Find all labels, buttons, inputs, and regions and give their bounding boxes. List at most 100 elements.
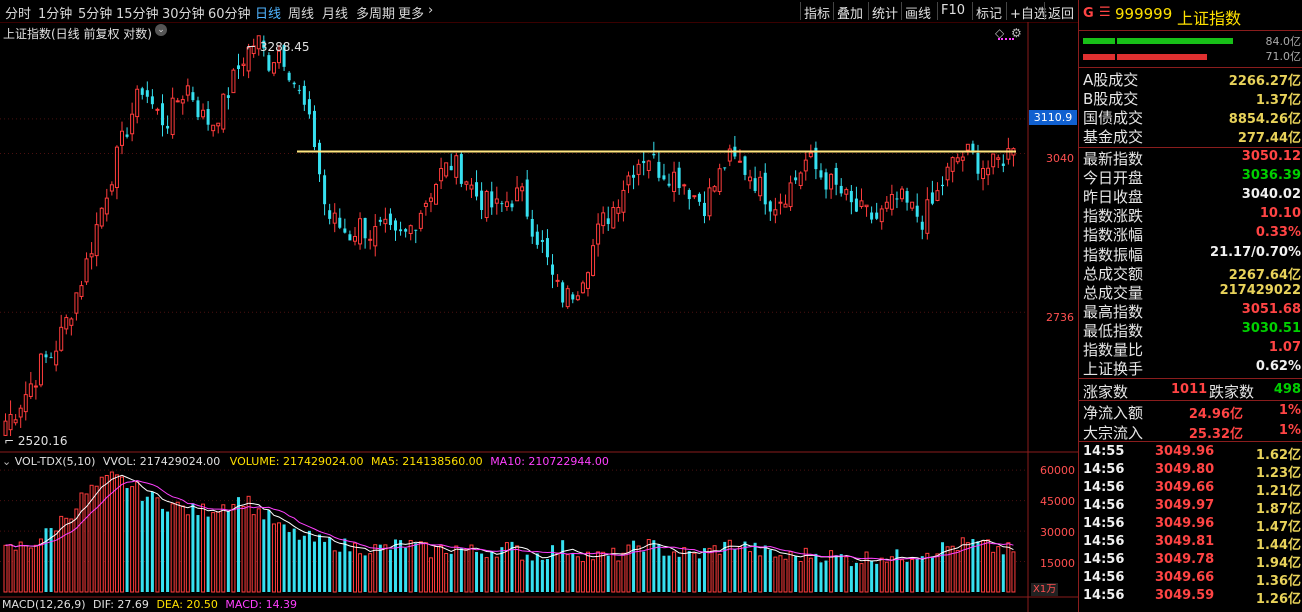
settings-icon[interactable]: ⚙ <box>1011 26 1022 40</box>
candle[interactable] <box>312 110 316 148</box>
candle[interactable] <box>935 190 940 201</box>
candle[interactable] <box>246 46 251 72</box>
candle[interactable] <box>155 108 160 111</box>
candle[interactable] <box>150 96 154 105</box>
candle[interactable] <box>621 189 626 213</box>
candle[interactable] <box>378 219 382 222</box>
candle[interactable] <box>408 225 413 235</box>
period-tab-8[interactable]: 月线 <box>322 7 349 22</box>
candle[interactable] <box>459 154 463 184</box>
candle[interactable] <box>348 234 352 241</box>
period-tab-1[interactable]: 1分钟 <box>38 7 73 22</box>
candle[interactable] <box>727 148 732 162</box>
candle[interactable] <box>206 109 210 125</box>
candle[interactable] <box>104 197 109 215</box>
candle[interactable] <box>363 217 367 239</box>
period-tab-0[interactable]: 分时 <box>5 7 32 22</box>
candle[interactable] <box>601 212 606 227</box>
candle[interactable] <box>859 200 864 207</box>
candle[interactable] <box>13 419 18 424</box>
candle[interactable] <box>49 357 53 359</box>
candle[interactable] <box>687 190 691 200</box>
candle[interactable] <box>135 88 140 118</box>
candle[interactable] <box>652 153 656 156</box>
candle[interactable] <box>723 167 727 169</box>
candle[interactable] <box>343 228 347 233</box>
candle[interactable] <box>611 207 616 229</box>
candle[interactable] <box>383 218 388 225</box>
more-chevron-icon[interactable]: › <box>428 3 434 18</box>
candle[interactable] <box>449 165 453 171</box>
candle[interactable] <box>302 85 306 105</box>
candle[interactable] <box>551 264 555 275</box>
vol-indicator-name[interactable]: VOL-TDX(5,10) <box>14 455 96 468</box>
candle[interactable] <box>788 182 793 208</box>
candle[interactable] <box>358 218 363 245</box>
candle[interactable] <box>530 218 534 237</box>
candle[interactable] <box>575 295 580 301</box>
candle[interactable] <box>494 198 499 204</box>
candle[interactable] <box>758 176 763 197</box>
candle[interactable] <box>64 317 69 330</box>
candle[interactable] <box>201 109 206 118</box>
candle[interactable] <box>292 82 296 85</box>
candle[interactable] <box>814 147 818 170</box>
period-tab-6[interactable]: 日线 <box>255 7 282 22</box>
candle[interactable] <box>231 69 236 94</box>
candle[interactable] <box>444 162 449 177</box>
candle[interactable] <box>925 199 930 234</box>
candle[interactable] <box>145 90 149 97</box>
candle[interactable] <box>323 175 327 205</box>
candle[interactable] <box>662 175 666 180</box>
candle[interactable] <box>418 212 423 229</box>
candle[interactable] <box>114 146 119 189</box>
candle[interactable] <box>591 245 596 276</box>
candle[interactable] <box>140 88 144 95</box>
candle[interactable] <box>469 184 474 190</box>
candle[interactable] <box>8 413 13 431</box>
candle[interactable] <box>884 201 889 209</box>
candle[interactable] <box>839 185 843 194</box>
candle[interactable] <box>196 100 200 118</box>
candle[interactable] <box>94 224 99 257</box>
tool-button-2[interactable]: 统计 <box>872 7 899 22</box>
tool-button-3[interactable]: 画线 <box>905 7 932 22</box>
candle[interactable] <box>399 229 403 232</box>
candle[interactable] <box>23 394 28 413</box>
candle[interactable] <box>211 124 216 132</box>
candle[interactable] <box>373 226 378 247</box>
candle[interactable] <box>119 130 124 146</box>
candle[interactable] <box>870 212 874 220</box>
candle[interactable] <box>79 285 84 297</box>
candle[interactable] <box>84 258 89 283</box>
chart-title-dropdown-icon[interactable]: ⌄ <box>155 24 167 36</box>
candle[interactable] <box>672 171 677 193</box>
candle[interactable] <box>667 183 671 186</box>
candle[interactable] <box>454 155 459 178</box>
candle[interactable] <box>808 152 813 158</box>
candle[interactable] <box>540 239 544 242</box>
tool-button-1[interactable]: 叠加 <box>837 7 864 22</box>
candle[interactable] <box>692 195 697 198</box>
g-badge[interactable]: G <box>1083 6 1094 21</box>
candle[interactable] <box>130 113 135 135</box>
candle[interactable] <box>175 100 180 103</box>
candle[interactable] <box>778 201 783 204</box>
period-tab-9[interactable]: 多周期 <box>356 7 396 22</box>
candle[interactable] <box>18 407 23 418</box>
candle[interactable] <box>226 95 230 98</box>
candle[interactable] <box>803 159 808 172</box>
candle[interactable] <box>571 294 575 300</box>
candle[interactable] <box>773 209 778 216</box>
candle[interactable] <box>829 173 834 190</box>
candle[interactable] <box>33 385 38 388</box>
candle[interactable] <box>368 238 373 241</box>
candle[interactable] <box>99 207 104 227</box>
candle[interactable] <box>69 318 74 326</box>
candle[interactable] <box>965 143 970 151</box>
candle[interactable] <box>875 212 879 219</box>
candle[interactable] <box>626 175 631 186</box>
candle[interactable] <box>475 182 479 197</box>
candle[interactable] <box>950 157 955 172</box>
candle[interactable] <box>864 204 869 208</box>
